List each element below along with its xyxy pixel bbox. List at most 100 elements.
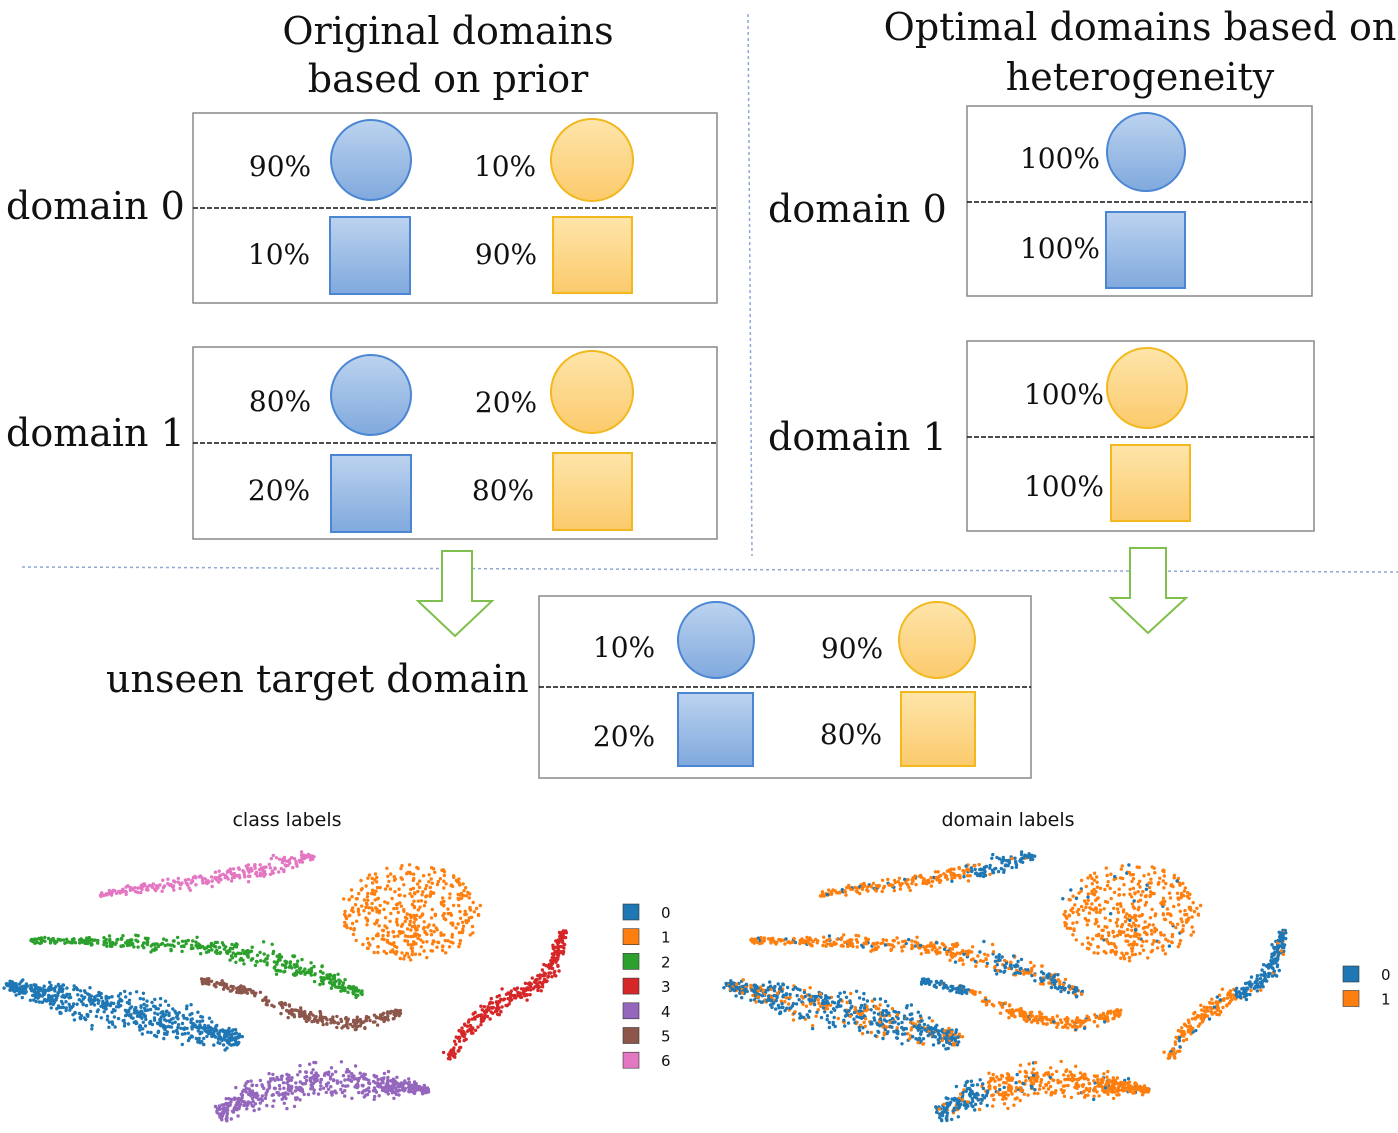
domain-point-0 [1270, 943, 1274, 947]
class-point-0 [54, 996, 59, 1000]
class-point-5 [310, 1019, 314, 1024]
domain-point-1 [866, 937, 870, 942]
domain-point-1 [1184, 1037, 1189, 1042]
domain-point-0 [1002, 970, 1006, 974]
domain-point-0 [808, 1009, 812, 1013]
class-point-0 [28, 998, 33, 1002]
domain-point-0 [849, 1006, 853, 1010]
class-point-0 [141, 1020, 145, 1024]
class-point-4 [361, 1074, 365, 1078]
class-point-1 [395, 923, 400, 927]
class-point-1 [342, 897, 346, 901]
class-point-1 [419, 899, 424, 903]
class-point-0 [164, 1019, 169, 1023]
class-point-1 [398, 956, 402, 961]
domain-point-1 [1143, 920, 1147, 924]
class-point-6 [279, 866, 283, 871]
class-point-2 [115, 938, 119, 942]
class-point-1 [427, 873, 431, 877]
domain-point-1 [1137, 936, 1141, 941]
class-point-1 [412, 904, 416, 909]
domain-point-0 [872, 1016, 876, 1020]
domain-point-1 [958, 876, 962, 880]
class-point-2 [273, 965, 277, 969]
class-point-5 [352, 1020, 356, 1024]
domain-point-0 [890, 1016, 895, 1021]
class-point-4 [414, 1082, 418, 1086]
domain-point-1 [772, 939, 776, 943]
class-point-2 [297, 967, 302, 971]
domain-point-1 [929, 875, 933, 880]
class-point-3 [557, 969, 561, 973]
domain-point-1 [1157, 940, 1161, 944]
domain-point-0 [903, 877, 907, 882]
class-point-4 [377, 1085, 381, 1089]
domain-point-1 [1073, 903, 1077, 907]
domain-point-1 [926, 878, 931, 882]
class-point-1 [441, 913, 445, 918]
domain-point-0 [778, 987, 783, 992]
class-point-1 [435, 945, 439, 949]
domain-point-0 [826, 1001, 830, 1005]
domain-point-1 [1007, 1016, 1011, 1020]
domain-point-1 [1096, 951, 1100, 955]
class-point-1 [451, 874, 456, 878]
class-point-4 [422, 1083, 426, 1088]
class-point-1 [411, 878, 415, 883]
class-point-3 [504, 992, 509, 996]
domain-point-1 [1065, 916, 1069, 920]
domain-point-0 [918, 1014, 923, 1018]
class-point-1 [424, 884, 429, 888]
class-point-1 [408, 892, 412, 896]
domain-point-1 [880, 878, 885, 882]
class-labels-scatter [2, 850, 569, 1123]
class-point-2 [255, 953, 260, 957]
class-point-0 [180, 1032, 185, 1036]
domain-point-1 [933, 870, 938, 874]
class-point-1 [403, 939, 407, 943]
domain-point-1 [806, 938, 811, 942]
class-point-4 [227, 1097, 231, 1101]
class-point-2 [272, 960, 277, 964]
domain-point-1 [1147, 872, 1151, 876]
domain-point-0 [1013, 971, 1017, 975]
domain-point-0 [1004, 863, 1009, 868]
domain-point-1 [1132, 934, 1136, 938]
class-point-4 [360, 1083, 364, 1088]
domain-point-1 [1192, 909, 1197, 914]
class-point-4 [341, 1073, 346, 1078]
class-point-1 [461, 893, 466, 898]
class-point-1 [458, 909, 462, 914]
domain-point-1 [1086, 941, 1091, 945]
class-point-3 [509, 989, 513, 993]
domain-point-0 [812, 999, 817, 1003]
class-point-1 [440, 868, 444, 872]
class-point-1 [374, 889, 378, 893]
class-point-1 [402, 957, 406, 961]
domain-point-1 [769, 987, 773, 992]
domain-point-0 [983, 869, 987, 874]
class-point-2 [149, 944, 153, 948]
domain-point-1 [898, 882, 902, 886]
domain-point-0 [912, 1024, 916, 1028]
domain-point-1 [930, 879, 935, 883]
class-point-4 [273, 1086, 277, 1091]
class-point-5 [299, 1008, 303, 1013]
domain-point-1 [761, 989, 765, 993]
domain-point-0 [733, 987, 737, 992]
class-point-4 [278, 1087, 282, 1091]
class-point-4 [229, 1117, 233, 1121]
domain-point-0 [1240, 987, 1244, 991]
class-point-2 [124, 941, 128, 945]
class-point-4 [407, 1077, 411, 1081]
domain-point-1 [943, 1029, 947, 1033]
class-point-4 [339, 1060, 344, 1064]
class-point-2 [279, 955, 284, 959]
class-point-6 [162, 884, 167, 888]
domain-point-0 [1284, 936, 1288, 941]
domain-point-0 [781, 995, 785, 999]
domain-point-1 [986, 953, 990, 957]
class-point-2 [72, 937, 76, 941]
domain-point-1 [1108, 886, 1112, 891]
class-point-3 [479, 1013, 483, 1017]
